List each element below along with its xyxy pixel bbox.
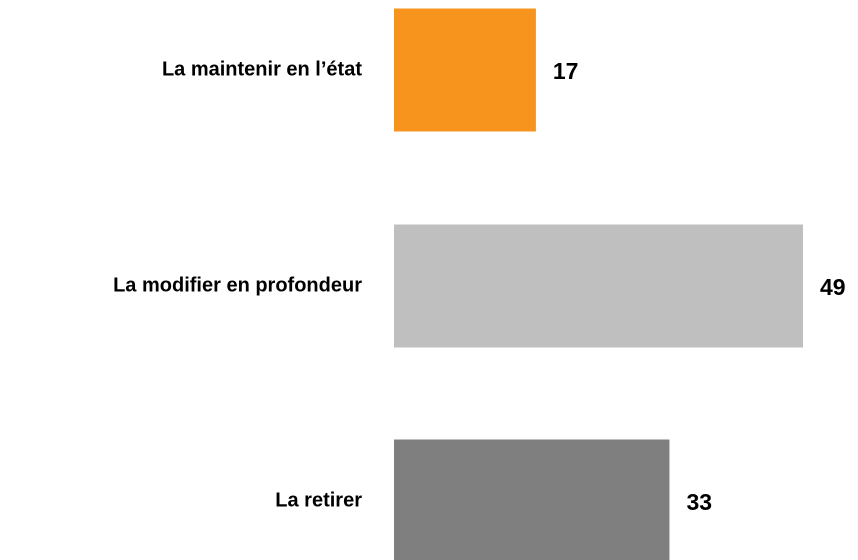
category-label: La maintenir en l’état bbox=[162, 58, 362, 80]
category-label: La retirer bbox=[275, 489, 362, 511]
category-label: La modifier en profondeur bbox=[113, 274, 362, 296]
value-label: 49 bbox=[820, 274, 846, 300]
bar bbox=[394, 8, 536, 132]
value-label: 33 bbox=[686, 489, 712, 515]
bar bbox=[394, 439, 670, 560]
value-label: 17 bbox=[553, 58, 579, 84]
bar bbox=[394, 224, 803, 348]
